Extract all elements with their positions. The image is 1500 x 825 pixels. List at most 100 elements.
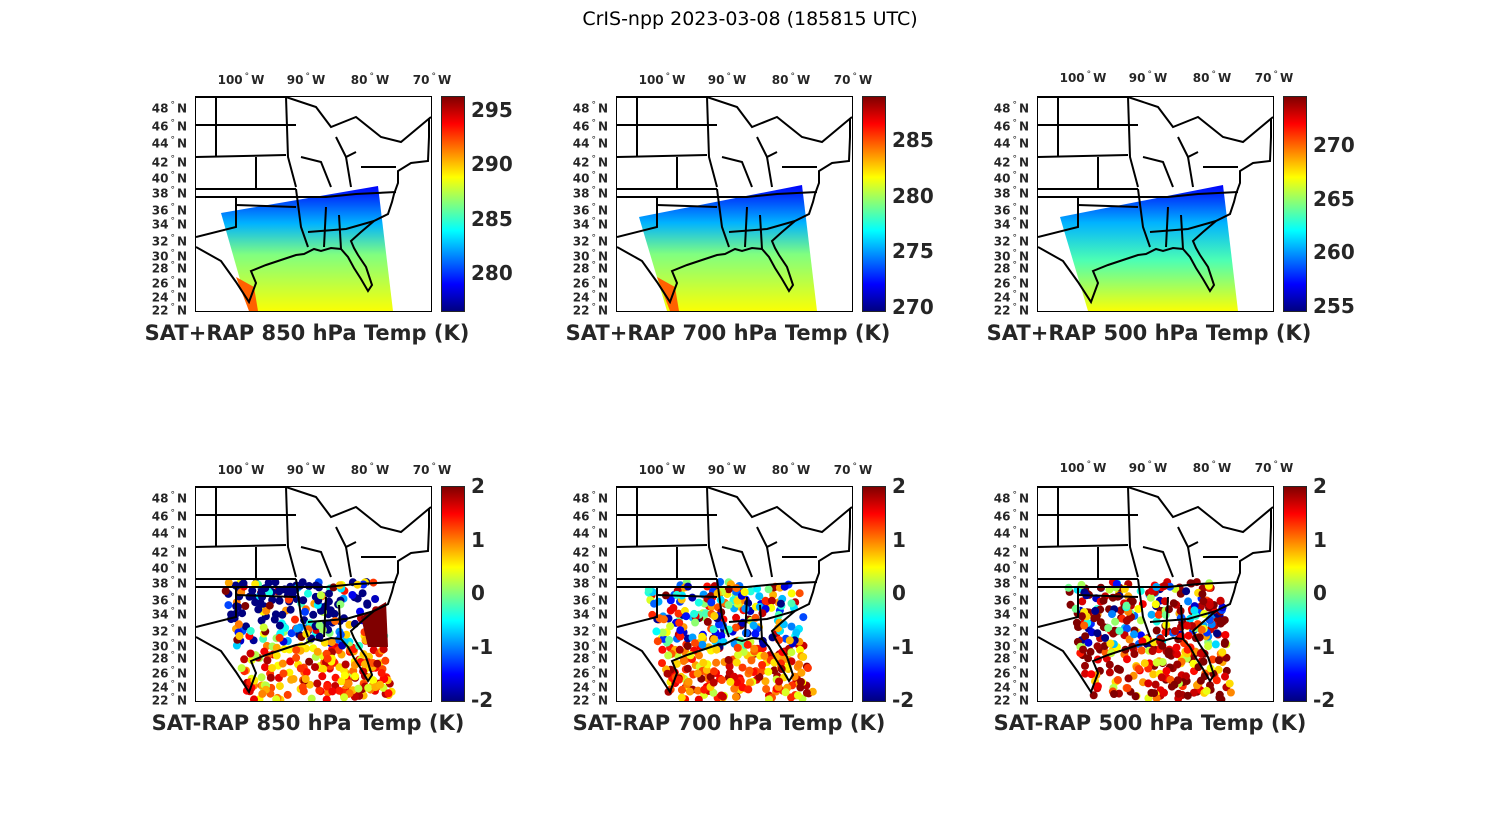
difference-point	[286, 605, 295, 614]
panel-title: SAT-RAP 850 hPa Temp (K)	[151, 711, 465, 735]
colorbar-tick-label: -1	[892, 634, 915, 659]
difference-point	[712, 645, 721, 654]
colorbar-tick-label: 265	[1313, 186, 1355, 211]
difference-point	[1190, 606, 1199, 615]
difference-point	[1113, 676, 1122, 684]
state-boundary	[1142, 546, 1174, 578]
state-boundary	[706, 487, 852, 534]
difference-point	[311, 663, 319, 672]
latitude-tick-label: 22 ° N	[572, 302, 608, 318]
state-boundary	[338, 214, 342, 250]
state-boundary	[617, 197, 658, 238]
difference-point	[659, 615, 668, 624]
difference-point	[694, 598, 703, 607]
longitude-tick-label: 90 ° W	[707, 462, 747, 477]
difference-point	[313, 679, 322, 688]
state-boundary	[1187, 546, 1194, 578]
colorbar-tick-label: -1	[1313, 634, 1336, 659]
difference-point	[317, 606, 325, 615]
state-boundary	[1137, 578, 1151, 638]
difference-point	[237, 664, 246, 673]
difference-point	[1158, 658, 1167, 666]
difference-point	[315, 632, 324, 641]
difference-point	[1196, 649, 1205, 658]
state-boundary	[1127, 97, 1273, 144]
latitude-tick-label: 34 ° N	[993, 216, 1029, 232]
difference-point	[676, 626, 685, 635]
difference-point	[1137, 646, 1146, 655]
difference-point	[1090, 614, 1099, 623]
difference-point	[1221, 631, 1230, 639]
state-boundary	[1127, 487, 1139, 578]
difference-point	[746, 587, 755, 596]
difference-point	[674, 609, 683, 618]
difference-point	[663, 669, 672, 678]
longitude-tick-label: 70 ° W	[833, 462, 873, 477]
colorbar-tick-label: 2	[892, 474, 906, 498]
difference-point	[371, 595, 380, 603]
longitude-tick-label: 80 ° W	[771, 72, 811, 87]
latitude-tick-label: 34 ° N	[993, 606, 1029, 622]
difference-point	[1123, 684, 1132, 693]
difference-point	[1122, 616, 1131, 625]
state-boundary	[196, 154, 287, 158]
latitude-tick-label: 38 ° N	[993, 575, 1029, 591]
difference-point	[331, 673, 340, 682]
latitude-tick-label: 32 ° N	[572, 623, 608, 639]
difference-point	[690, 609, 699, 618]
latitude-tick-label: 42 ° N	[572, 154, 608, 170]
state-boundary	[1038, 191, 1239, 198]
difference-point	[698, 640, 707, 649]
difference-point	[710, 667, 719, 676]
difference-point	[717, 632, 726, 640]
state-boundary	[196, 197, 237, 238]
difference-point	[1152, 626, 1161, 635]
difference-point	[1081, 632, 1090, 641]
latitude-tick-label: 34 ° N	[572, 216, 608, 232]
difference-point	[1199, 657, 1208, 666]
latitude-tick-label: 32 ° N	[993, 623, 1029, 639]
difference-point	[787, 589, 796, 598]
difference-point	[299, 596, 308, 605]
difference-point	[796, 683, 805, 692]
map-panel-6	[1037, 486, 1274, 702]
state-boundary	[1038, 581, 1239, 588]
difference-point	[658, 645, 667, 654]
difference-point	[1184, 597, 1193, 606]
latitude-tick-label: 36 ° N	[572, 202, 608, 218]
difference-point	[1216, 596, 1225, 605]
state-boundary	[721, 156, 753, 188]
colorbar-tick-label: 295	[471, 98, 513, 123]
difference-point	[685, 687, 694, 696]
latitude-tick-label: 26 ° N	[572, 275, 608, 291]
difference-point	[1208, 655, 1217, 664]
latitude-tick-label: 26 ° N	[151, 275, 187, 291]
colorbar-tick-label: 1	[1313, 527, 1327, 552]
difference-point	[707, 598, 716, 607]
difference-point	[1184, 631, 1193, 640]
state-boundary	[1177, 136, 1199, 159]
state-boundary	[1127, 97, 1139, 188]
state-boundary	[1187, 156, 1194, 188]
difference-point	[664, 651, 673, 660]
latitude-tick-label: 32 ° N	[572, 233, 608, 249]
latitude-tick-label: 24 ° N	[993, 289, 1029, 305]
difference-point	[755, 592, 764, 601]
difference-point	[691, 618, 700, 627]
difference-point	[658, 659, 666, 668]
difference-point	[1130, 630, 1139, 639]
difference-point	[325, 589, 333, 598]
difference-point	[775, 677, 783, 686]
state-boundary	[323, 596, 327, 638]
difference-point	[1147, 688, 1156, 697]
difference-point	[1109, 629, 1118, 638]
difference-point	[1199, 597, 1208, 606]
colorbar-tick-label: 0	[1313, 581, 1327, 605]
difference-point	[658, 628, 667, 637]
difference-point	[699, 658, 708, 667]
difference-point	[340, 671, 349, 680]
difference-point	[710, 635, 719, 644]
difference-point	[315, 686, 324, 695]
difference-point	[1093, 642, 1102, 651]
difference-point	[765, 695, 773, 701]
